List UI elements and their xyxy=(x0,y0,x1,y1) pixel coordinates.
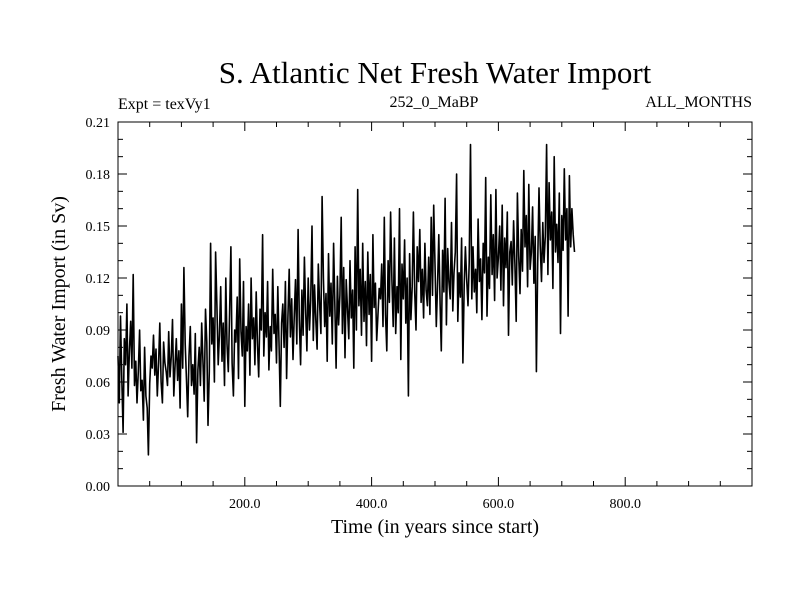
x-axis-ticks xyxy=(149,122,721,486)
y-tick-label: 0.18 xyxy=(86,168,111,183)
x-tick-label: 400.0 xyxy=(356,497,388,512)
plot-frame xyxy=(117,121,753,487)
y-axis-label: Fresh Water Import (in Sv) xyxy=(48,196,70,412)
chart-title: S. Atlantic Net Fresh Water Import xyxy=(219,55,652,90)
months-label: ALL_MONTHS xyxy=(645,94,752,111)
experiment-label: Expt = texVy1 xyxy=(118,96,211,113)
y-tick-label: 0.06 xyxy=(86,376,111,391)
y-tick-label: 0.15 xyxy=(86,220,111,235)
y-tick-label: 0.03 xyxy=(86,428,111,443)
y-axis-tick-labels: 0.00 0.03 0.06 0.09 0.12 0.15 0.18 0.21 xyxy=(86,116,111,495)
y-tick-label: 0.00 xyxy=(86,480,111,495)
y-tick-label: 0.09 xyxy=(86,324,111,339)
x-tick-label: 600.0 xyxy=(483,497,515,512)
x-tick-label: 200.0 xyxy=(229,497,261,512)
series-line xyxy=(117,143,576,456)
y-tick-label: 0.12 xyxy=(86,272,111,287)
y-tick-label: 0.21 xyxy=(86,116,111,131)
x-axis-tick-labels: 200.0 400.0 600.0 800.0 xyxy=(229,497,641,512)
y-axis-ticks xyxy=(118,121,752,487)
period-label: 252_0_MaBP xyxy=(390,94,479,111)
x-axis-label: Time (in years since start) xyxy=(331,516,539,538)
x-tick-label: 800.0 xyxy=(609,497,641,512)
